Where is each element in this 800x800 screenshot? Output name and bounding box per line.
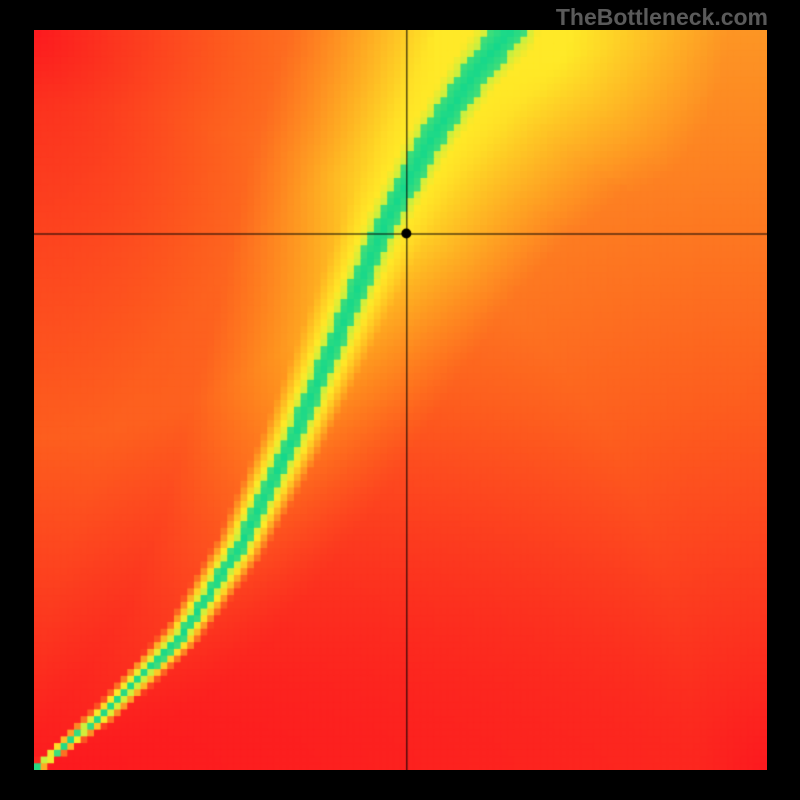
chart-container: TheBottleneck.com [0,0,800,800]
watermark-text: TheBottleneck.com [556,4,768,31]
bottleneck-heatmap [34,30,767,770]
